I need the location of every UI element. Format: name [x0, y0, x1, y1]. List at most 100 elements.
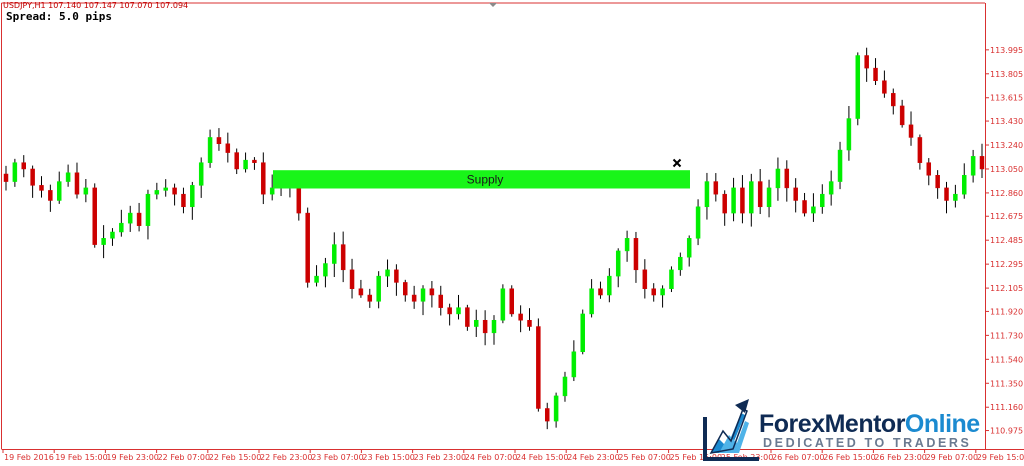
- price-axis: 113.995 113.805 113.615 113.430 113.240 113.0…: [985, 46, 1023, 436]
- bullish-candle: [962, 175, 967, 195]
- bearish-candle: [598, 288, 603, 296]
- bullish-candle: [589, 288, 594, 315]
- bearish-candle: [891, 93, 896, 107]
- time-tick-label: 19 Feb 23:00: [106, 453, 158, 462]
- bullish-candle: [385, 269, 390, 277]
- bearish-candle: [882, 80, 887, 94]
- supply-zone-rect[interactable]: [273, 170, 690, 189]
- time-tick-label: 24 Feb 23:00: [567, 453, 619, 462]
- bullish-candle: [749, 181, 754, 214]
- price-tick-label: 113.995: [990, 46, 1023, 55]
- price-tick-label: 111.730: [990, 331, 1023, 340]
- bearish-candle: [633, 238, 639, 271]
- bullish-candle: [145, 193, 151, 226]
- bullish-candle: [110, 231, 115, 239]
- bullish-candle: [65, 172, 71, 182]
- price-tick-label: 112.105: [990, 284, 1023, 293]
- bearish-candle: [482, 319, 488, 334]
- candles-layer: [3, 47, 985, 430]
- time-tick-label: 29 Feb 07:00: [926, 453, 978, 462]
- bearish-candle: [30, 168, 35, 186]
- bullish-candle: [669, 269, 674, 289]
- bearish-candle: [509, 288, 514, 315]
- price-tick-label: 113.430: [990, 117, 1023, 126]
- price-tick-label: 112.485: [990, 236, 1023, 245]
- bullish-candle: [562, 376, 568, 397]
- bullish-candle: [332, 244, 337, 264]
- bearish-candle: [899, 105, 905, 126]
- bearish-candle: [536, 326, 541, 409]
- bullish-candle: [456, 307, 461, 315]
- bullish-candle: [101, 238, 106, 245]
- bearish-candle: [802, 200, 807, 214]
- time-tick-label: 22 Feb 15:00: [209, 453, 261, 462]
- bearish-candle: [261, 162, 266, 195]
- bullish-candle: [660, 288, 665, 296]
- time-tick-label: 22 Feb 07:00: [158, 453, 210, 462]
- forex-mentor-online-logo: ForexMentorOnline DEDICATED TO TRADERS: [697, 391, 1019, 463]
- bearish-candle: [544, 408, 550, 422]
- bullish-candle: [811, 206, 816, 214]
- bearish-candle: [642, 269, 648, 289]
- bullish-candle: [207, 137, 213, 163]
- bearish-candle: [411, 294, 417, 302]
- bearish-candle: [944, 187, 949, 201]
- time-tick-label: 25 Feb 07:00: [618, 453, 670, 462]
- bearish-candle: [935, 175, 940, 189]
- close-cross-icon[interactable]: [672, 158, 682, 168]
- bearish-candle: [136, 212, 142, 226]
- price-tick-label: 111.540: [990, 355, 1023, 364]
- bearish-candle: [394, 269, 399, 283]
- time-tick-label: 24 Feb 15:00: [516, 453, 568, 462]
- bullish-candle: [269, 187, 275, 195]
- bullish-candle: [828, 181, 834, 195]
- bullish-candle: [953, 193, 958, 201]
- time-tick-label: 22 Feb 23:00: [260, 453, 312, 462]
- bearish-candle: [518, 313, 523, 321]
- bearish-candle: [349, 269, 355, 289]
- time-tick-label: 26 Feb 23:00: [874, 453, 926, 462]
- bearish-candle: [403, 282, 408, 296]
- spread-indicator: Spread: 5.0 pips: [6, 10, 112, 23]
- bullish-candle: [678, 256, 683, 271]
- bullish-candle: [607, 275, 612, 296]
- bullish-candle: [615, 250, 621, 277]
- symbol-info-line: USDJPY,H1 107.140 107.147 107.070 107.09…: [3, 1, 189, 10]
- time-tick-label: 23 Feb 07:00: [311, 453, 363, 462]
- time-tick-label: 29 Feb 15:00: [977, 453, 1024, 462]
- price-tick-label: 110.975: [990, 427, 1023, 436]
- bearish-candle: [92, 187, 97, 245]
- bullish-candle: [624, 238, 630, 252]
- bullish-candle: [766, 187, 772, 208]
- logo-trend-icon: [703, 399, 759, 461]
- bearish-candle: [793, 187, 798, 201]
- bullish-candle: [775, 168, 781, 189]
- logo-wordmark: ForexMentorOnline: [759, 410, 980, 438]
- bullish-candle: [83, 187, 89, 195]
- bullish-candle: [704, 181, 710, 208]
- bullish-candle: [846, 118, 852, 151]
- supply-zone[interactable]: Supply: [273, 170, 690, 189]
- bullish-candle: [190, 185, 195, 208]
- bearish-candle: [216, 137, 222, 145]
- chart-shift-marker[interactable]: [489, 3, 497, 7]
- bullish-candle: [855, 55, 861, 119]
- bullish-candle: [695, 206, 701, 239]
- bullish-candle: [12, 162, 18, 182]
- price-tick-label: 112.295: [990, 260, 1023, 269]
- price-tick-label: 111.350: [990, 379, 1023, 388]
- bearish-candle: [873, 67, 878, 81]
- bearish-candle: [74, 172, 80, 195]
- bullish-candle: [500, 288, 506, 321]
- bearish-candle: [252, 159, 257, 163]
- bearish-candle: [908, 124, 914, 138]
- bearish-candle: [917, 137, 923, 163]
- bullish-candle: [970, 156, 976, 176]
- bearish-candle: [447, 307, 452, 315]
- price-tick-label: 113.050: [990, 165, 1023, 174]
- bearish-candle: [21, 162, 26, 170]
- bullish-candle: [731, 187, 736, 214]
- bullish-candle: [323, 263, 328, 277]
